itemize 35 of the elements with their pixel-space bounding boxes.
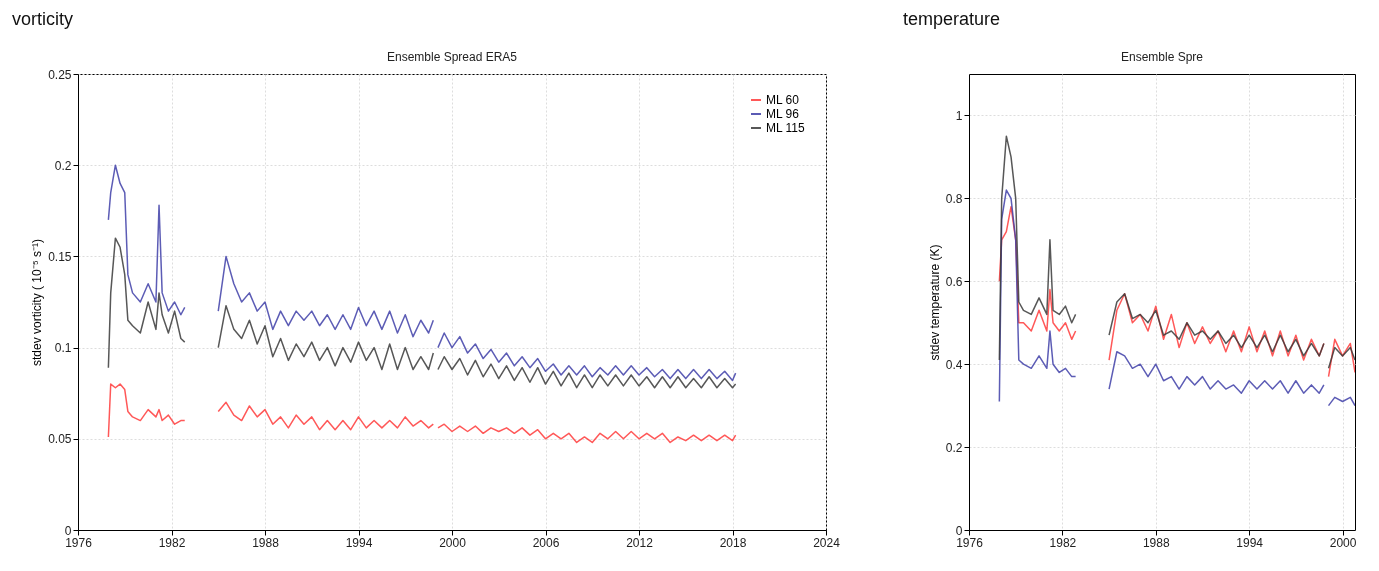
- chart-title: temperature: [903, 9, 1001, 29]
- x-tick-label: 1994: [1236, 535, 1264, 550]
- y-tick-label: 0.15: [48, 249, 72, 264]
- x-tick-label: 1988: [1142, 535, 1170, 550]
- y-tick-label: 0.4: [945, 357, 963, 372]
- legend-label: ML 60: [766, 93, 800, 107]
- x-tick-label: 2006: [532, 535, 560, 550]
- x-tick-label: 1988: [252, 535, 280, 550]
- x-tick-label: 2024: [813, 535, 841, 550]
- x-tick-label: 1976: [65, 535, 93, 550]
- chart-subtitle: Ensemble Spre: [1120, 50, 1204, 64]
- x-tick-label: 1982: [158, 535, 186, 550]
- y-tick-label: 0.6: [945, 274, 963, 289]
- chart-title: vorticity: [12, 9, 74, 29]
- x-tick-label: 2012: [626, 535, 654, 550]
- chart-subtitle: Ensemble Spread ERA5: [386, 50, 518, 64]
- y-tick-label: 0.05: [48, 432, 72, 447]
- x-tick-label: 2000: [1329, 535, 1357, 550]
- legend-label: ML 96: [766, 107, 800, 121]
- y-axis-title: stdev temperature (K): [927, 244, 942, 361]
- y-tick-label: 0.1: [54, 341, 72, 356]
- y-tick-label: 0.25: [48, 67, 72, 82]
- x-tick-label: 1982: [1049, 535, 1077, 550]
- y-tick-label: 0.2: [54, 158, 72, 173]
- x-tick-label: 1994: [345, 535, 373, 550]
- y-axis-title: stdev vorticity ( 10⁻⁵ s⁻¹): [30, 239, 45, 366]
- x-tick-label: 2018: [719, 535, 747, 550]
- y-tick-label: 0: [64, 523, 72, 538]
- x-tick-label: 1976: [956, 535, 984, 550]
- y-tick-label: 0: [955, 523, 963, 538]
- legend-label: ML 115: [766, 121, 806, 135]
- y-tick-label: 0.8: [945, 191, 963, 206]
- y-tick-label: 0.2: [945, 440, 963, 455]
- y-tick-label: 1: [955, 108, 963, 123]
- x-tick-label: 2000: [439, 535, 467, 550]
